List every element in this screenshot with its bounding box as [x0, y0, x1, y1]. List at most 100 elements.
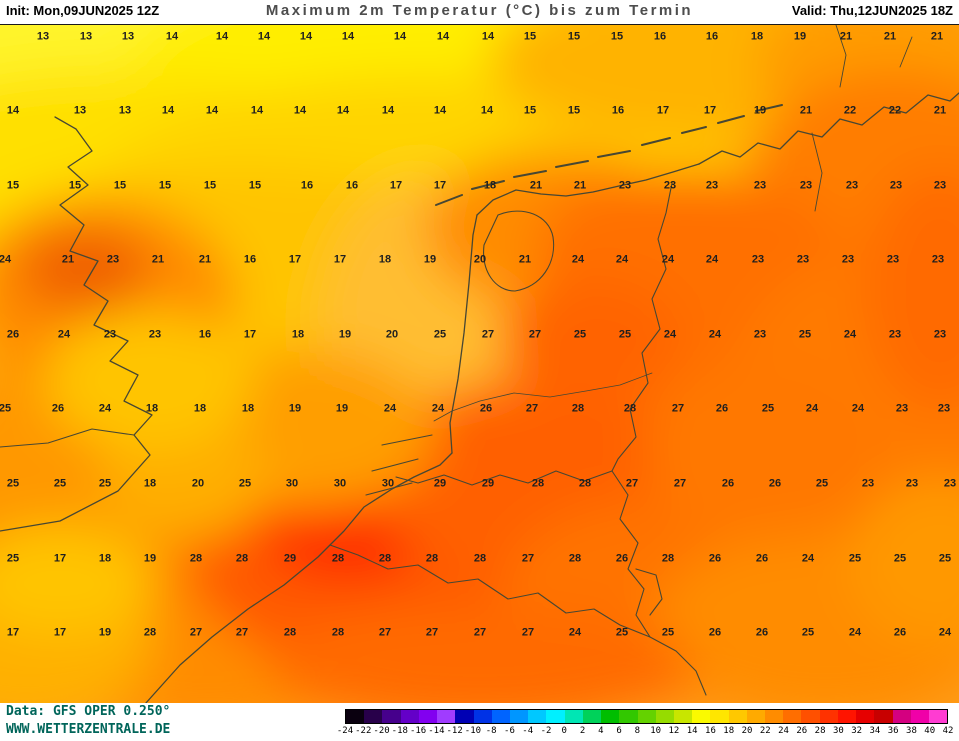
temp-value: 23 — [663, 179, 677, 192]
temp-value: 14 — [299, 30, 313, 43]
colorbar-segment — [837, 710, 857, 723]
colorbar-tick-label: -22 — [355, 726, 372, 736]
temp-value: 28 — [473, 552, 487, 565]
temp-value: 14 — [215, 30, 229, 43]
colorbar-tick-label: 22 — [759, 726, 771, 736]
colorbar-tick-label: 30 — [832, 726, 844, 736]
temp-value: 25 — [6, 477, 20, 490]
temp-value: 15 — [6, 179, 20, 192]
temp-value: 23 — [931, 253, 945, 266]
colorbar-tick-label: 40 — [924, 726, 936, 736]
colorbar-tick-label: 20 — [741, 726, 753, 736]
temperature-map: 13 13 13 14 14 14 14 14 14 14 14 15 15 15 16 16 18 19 21 21… — [0, 24, 959, 704]
colorbar-tick-label: 32 — [851, 726, 863, 736]
data-source-label: Data: GFS OPER 0.250° — [6, 704, 171, 719]
temp-value: 24 — [805, 402, 819, 415]
temp-value: 28 — [378, 552, 392, 565]
colorbar-tick-label: -16 — [409, 726, 427, 736]
colorbar-tick-label: 4 — [598, 726, 604, 736]
colorbar-segment — [418, 710, 438, 723]
colorbar-segment — [673, 710, 693, 723]
temp-value: 14 — [381, 104, 395, 117]
temp-value: 26 — [51, 402, 65, 415]
colorbar-segment — [801, 710, 820, 723]
temp-value: 23 — [861, 477, 875, 490]
temp-value: 24 — [663, 328, 677, 341]
temp-value: 21 — [883, 30, 897, 43]
colorbar-tick-label: 18 — [723, 726, 735, 736]
temp-value: 26 — [721, 477, 735, 490]
temp-value: 24 — [801, 552, 815, 565]
temp-value: 24 — [568, 626, 582, 639]
temp-value: 19 — [335, 402, 349, 415]
temp-value: 28 — [143, 626, 157, 639]
colorbar-segment — [437, 710, 456, 723]
temp-value: 20 — [473, 253, 487, 266]
init-label: Init: Mon,09JUN2025 12Z — [6, 3, 160, 18]
temp-value: 30 — [333, 477, 347, 490]
temp-value: 20 — [385, 328, 399, 341]
temp-value: 19 — [288, 402, 302, 415]
temp-value: 23 — [618, 179, 632, 192]
temp-value: 28 — [283, 626, 297, 639]
temp-value: 25 — [0, 402, 12, 415]
colorbar-tick-label: -20 — [373, 726, 390, 736]
temp-value: 14 — [480, 104, 494, 117]
colorbar-segment — [528, 710, 547, 723]
temp-value: 25 — [618, 328, 632, 341]
temp-value: 14 — [341, 30, 355, 43]
temp-value: 23 — [799, 179, 813, 192]
temp-value: 28 — [568, 552, 582, 565]
temp-value: 25 — [615, 626, 629, 639]
temp-value: 29 — [433, 477, 447, 490]
colorbar-tick-label: 26 — [796, 726, 808, 736]
colorbar-tick-label: -2 — [540, 726, 552, 736]
colorbar-segment — [892, 710, 911, 723]
temp-value: 22 — [843, 104, 857, 117]
temp-value: 14 — [161, 104, 175, 117]
temp-value: 23 — [886, 253, 900, 266]
temp-value: 17 — [703, 104, 717, 117]
temp-value: 18 — [145, 402, 159, 415]
temp-value: 26 — [708, 626, 722, 639]
temp-value: 16 — [243, 253, 257, 266]
temp-value: 27 — [521, 626, 535, 639]
temp-value: 17 — [243, 328, 257, 341]
temp-value: 26 — [755, 626, 769, 639]
colorbar-segment — [637, 710, 656, 723]
temp-value: 13 — [79, 30, 93, 43]
temp-value: 23 — [889, 179, 903, 192]
temp-value: 24 — [848, 626, 862, 639]
temp-value: 21 — [573, 179, 587, 192]
temp-value: 28 — [578, 477, 592, 490]
footer: Data: GFS OPER 0.250° WWW.WETTERZENTRALE… — [0, 703, 959, 741]
temp-value: 21 — [799, 104, 813, 117]
temp-value: 23 — [845, 179, 859, 192]
temp-value: 20 — [191, 477, 205, 490]
temp-value: 28 — [331, 626, 345, 639]
temp-value: 23 — [937, 402, 951, 415]
temp-value: 25 — [938, 552, 952, 565]
colorbar-segment — [400, 710, 419, 723]
temp-value: 23 — [943, 477, 957, 490]
valid-label: Valid: Thu,12JUN2025 18Z — [791, 3, 953, 18]
temp-value: 24 — [615, 253, 629, 266]
colorbar-tick-label: 36 — [887, 726, 899, 736]
temp-value: 17 — [6, 626, 20, 639]
colorbar-segment — [692, 710, 711, 723]
temp-value: 26 — [893, 626, 907, 639]
colorbar-segment — [473, 710, 492, 723]
temp-value: 27 — [481, 328, 495, 341]
colorbar-tick-label: 16 — [705, 726, 716, 736]
temp-value: 24 — [843, 328, 857, 341]
colorbar-tick-label: 12 — [668, 726, 680, 736]
temp-value: 24 — [57, 328, 71, 341]
colorbar-tick-label: -6 — [504, 726, 515, 736]
temp-value: 21 — [61, 253, 75, 266]
temp-value: 19 — [98, 626, 112, 639]
temp-value: 16 — [198, 328, 212, 341]
temp-value: 18 — [291, 328, 305, 341]
temp-value: 14 — [250, 104, 264, 117]
colorbar-segment — [728, 710, 747, 723]
colorbar-tick-label: 6 — [616, 726, 622, 736]
